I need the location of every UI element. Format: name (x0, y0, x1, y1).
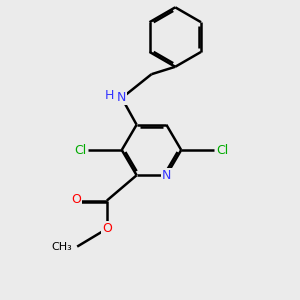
Text: Cl: Cl (74, 143, 86, 157)
Text: N: N (162, 169, 171, 182)
Text: O: O (102, 222, 112, 235)
Text: CH₃: CH₃ (51, 242, 72, 252)
Text: Cl: Cl (217, 143, 229, 157)
Text: N: N (117, 92, 127, 104)
Text: H: H (105, 88, 114, 101)
Text: O: O (71, 194, 81, 206)
